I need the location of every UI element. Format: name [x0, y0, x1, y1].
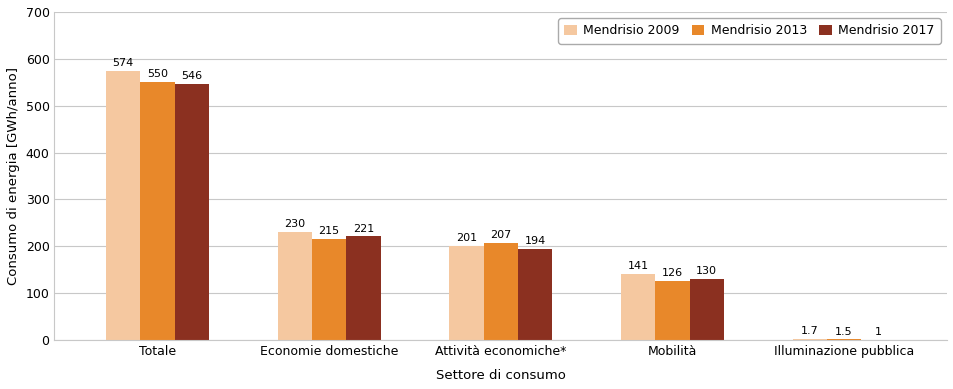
Text: 215: 215 — [318, 226, 339, 237]
Bar — [140, 82, 174, 340]
Text: 546: 546 — [181, 71, 202, 81]
Bar — [312, 239, 346, 340]
Bar — [689, 279, 723, 340]
Text: 550: 550 — [147, 70, 168, 79]
Text: 141: 141 — [627, 261, 648, 271]
Bar — [483, 243, 517, 340]
Text: 1: 1 — [874, 327, 881, 337]
Text: 201: 201 — [456, 233, 476, 243]
Y-axis label: Consumo di energia [GWh/anno]: Consumo di energia [GWh/anno] — [7, 67, 20, 285]
Bar — [826, 339, 861, 340]
Bar — [346, 237, 380, 340]
Text: 207: 207 — [490, 230, 511, 240]
Text: 1.7: 1.7 — [800, 326, 818, 336]
Legend: Mendrisio 2009, Mendrisio 2013, Mendrisio 2017: Mendrisio 2009, Mendrisio 2013, Mendrisi… — [558, 18, 940, 44]
Bar — [106, 71, 140, 340]
Bar — [277, 232, 312, 340]
Bar — [174, 84, 209, 340]
Bar — [449, 246, 483, 340]
Text: 194: 194 — [524, 237, 545, 246]
Text: 574: 574 — [112, 58, 133, 68]
Text: 230: 230 — [284, 219, 305, 230]
Bar — [792, 339, 826, 340]
Text: 130: 130 — [696, 266, 717, 276]
Text: 221: 221 — [353, 224, 374, 234]
X-axis label: Settore di consumo: Settore di consumo — [436, 369, 565, 382]
Bar — [655, 281, 689, 340]
Bar — [517, 249, 552, 340]
Bar — [620, 274, 655, 340]
Text: 126: 126 — [661, 268, 682, 278]
Text: 1.5: 1.5 — [835, 327, 852, 336]
